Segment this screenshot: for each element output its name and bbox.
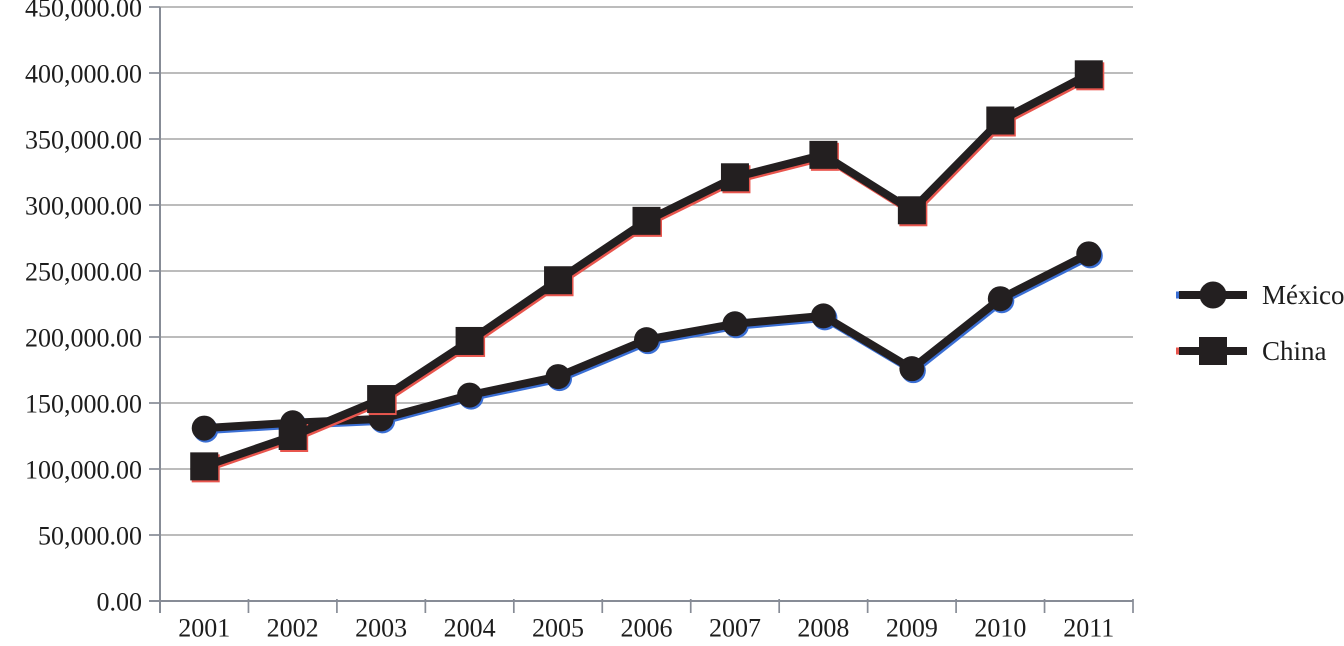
data-point-marker: [809, 140, 838, 169]
data-point-marker: [455, 326, 484, 355]
data-point-marker: [190, 452, 219, 481]
x-tick-label: 2005: [532, 614, 584, 643]
y-tick-label: 250,000.00: [25, 258, 142, 287]
data-point-marker: [367, 385, 396, 414]
legend-item-mexico: México: [1176, 278, 1344, 312]
y-tick-label: 300,000.00: [25, 192, 142, 221]
legend-item-china: China: [1176, 334, 1344, 368]
data-point-marker: [1076, 241, 1102, 267]
y-tick-label: 150,000.00: [25, 390, 142, 419]
data-point-marker: [545, 364, 571, 390]
y-tick-label: 50,000.00: [38, 522, 142, 551]
y-tick-label: 0.00: [97, 588, 143, 617]
data-point-marker: [191, 415, 217, 441]
x-tick-label: 2003: [355, 614, 407, 643]
data-point-marker: [457, 382, 483, 408]
data-point-marker: [278, 422, 307, 450]
data-point-marker: [986, 106, 1015, 135]
data-point-marker: [634, 327, 659, 353]
x-tick-label: 2011: [1063, 614, 1114, 643]
legend-label-mexico: México: [1262, 280, 1344, 310]
data-point-marker: [544, 266, 573, 295]
y-tick-label: 100,000.00: [25, 456, 142, 485]
y-tick-label: 450,000.00: [25, 0, 142, 23]
mexico-series-marker-icon: [1176, 281, 1247, 309]
data-point-marker: [722, 311, 748, 337]
x-tick-label: 2004: [444, 614, 496, 643]
y-tick-label: 200,000.00: [25, 324, 142, 353]
x-tick-label: 2009: [886, 614, 938, 643]
data-point-marker: [899, 356, 925, 382]
legend-label-china: China: [1262, 336, 1327, 366]
data-point-marker: [810, 303, 836, 329]
x-tick-label: 2006: [621, 614, 673, 643]
data-point-marker: [1074, 60, 1103, 89]
x-tick-label: 2007: [709, 614, 761, 643]
data-point-marker: [897, 196, 926, 225]
data-point-marker: [720, 163, 749, 192]
y-tick-label: 350,000.00: [25, 126, 142, 155]
series-china: [190, 60, 1105, 483]
legend: México China: [1176, 278, 1344, 368]
data-point-marker: [632, 206, 661, 235]
x-tick-label: 2001: [178, 614, 230, 643]
china-series-marker-icon: [1176, 337, 1247, 365]
x-tick-label: 2002: [267, 614, 319, 643]
x-tick-label: 2010: [974, 614, 1026, 643]
y-tick-label: 400,000.00: [25, 60, 142, 89]
x-tick-label: 2008: [797, 614, 849, 643]
data-point-marker: [987, 286, 1013, 312]
